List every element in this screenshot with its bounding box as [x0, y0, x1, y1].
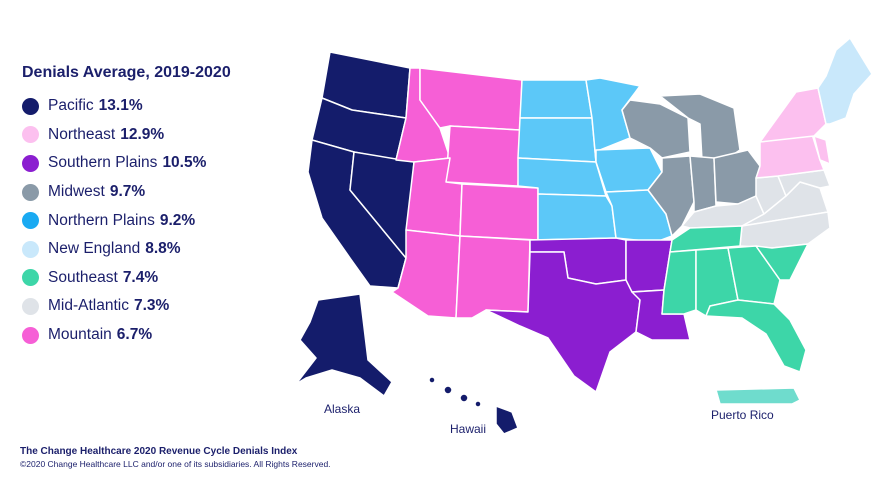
legend-item-name: New England — [48, 240, 141, 258]
legend-swatch — [22, 269, 39, 287]
region-montana — [419, 67, 523, 131]
region-georgia — [727, 245, 781, 305]
legend-item-value: 9.7% — [109, 183, 146, 201]
legend-swatch — [22, 97, 39, 115]
legend-item-value: 7.4% — [122, 268, 159, 286]
legend-item-value: 6.7% — [116, 326, 153, 344]
region-south-carolina — [755, 243, 809, 281]
region-new-mexico — [455, 235, 531, 319]
legend-item-name: Pacific — [48, 97, 94, 115]
legend-item: Northeast 12.9% — [22, 121, 282, 150]
legend-item-value: 10.5% — [162, 154, 207, 172]
legend-item: Northern Plains 9.2% — [22, 206, 282, 235]
legend-item: New England 8.8% — [22, 235, 282, 264]
legend-item-value: 9.2% — [159, 211, 196, 229]
region-indiana — [689, 155, 717, 213]
region-north-dakota — [519, 79, 593, 119]
region-colorado — [459, 183, 539, 241]
region-texas — [485, 251, 641, 393]
legend-item-name: Northeast — [48, 125, 116, 143]
region-hawaii — [428, 376, 519, 435]
region-florida — [705, 299, 807, 373]
legend-item: Pacific 13.1% — [22, 92, 282, 121]
region-alaska — [295, 293, 393, 397]
legend-item-name: Southern Plains — [48, 154, 158, 172]
legend-item: Southern Plains 10.5% — [22, 149, 282, 178]
region-wyoming — [445, 125, 521, 187]
legend-item-value: 7.3% — [133, 297, 170, 315]
region-new-york — [759, 87, 827, 143]
legend-swatch — [22, 212, 39, 230]
legend-item-name: Mid-Atlantic — [48, 297, 129, 315]
legend-title: Denials Average, 2019-2020 — [22, 64, 231, 81]
region-puerto-rico — [715, 387, 801, 405]
legend-item: Midwest 9.7% — [22, 178, 282, 207]
region-kansas — [537, 193, 617, 241]
hawaii-label: Hawaii — [450, 422, 487, 436]
legend-items: Pacific 13.1% Northeast 12.9% Southern Plain… — [22, 92, 282, 349]
legend-swatch — [22, 183, 39, 201]
legend-swatch — [22, 126, 39, 144]
legend-item: Southeast 7.4% — [22, 264, 282, 293]
region-south-dakota — [517, 117, 597, 163]
region-new-jersey — [813, 135, 831, 165]
legend-swatch — [22, 240, 39, 258]
region-new-england — [817, 37, 873, 125]
footer-copyright: ©2020 Change Healthcare LLC and/or one o… — [20, 459, 331, 469]
alaska-label: Alaska — [324, 402, 361, 416]
legend-item: Mountain 6.7% — [22, 321, 282, 350]
footer: The Change Healthcare 2020 Revenue Cycle… — [20, 446, 331, 469]
region-ohio — [713, 149, 761, 205]
legend-item-value: 13.1% — [98, 97, 143, 115]
puerto-rico-label: Puerto Rico — [711, 408, 774, 422]
legend-swatch — [22, 154, 39, 172]
legend-swatch — [22, 297, 39, 315]
legend-swatch — [22, 326, 39, 344]
legend-item-value: 8.8% — [145, 240, 181, 258]
legend-item: Mid-Atlantic 7.3% — [22, 292, 282, 321]
region-tennessee — [669, 225, 743, 253]
footer-title: The Change Healthcare 2020 Revenue Cycle… — [20, 446, 298, 457]
legend-item-name: Southeast — [48, 268, 118, 286]
legend: Denials Average, 2019-2020 Pacific 13.1% N… — [22, 64, 282, 349]
legend-item-value: 12.9% — [120, 125, 165, 143]
legend-item-name: Mountain — [48, 326, 112, 344]
legend-item-name: Northern Plains — [48, 211, 155, 229]
region-pennsylvania — [755, 133, 825, 179]
legend-item-name: Midwest — [48, 183, 105, 201]
